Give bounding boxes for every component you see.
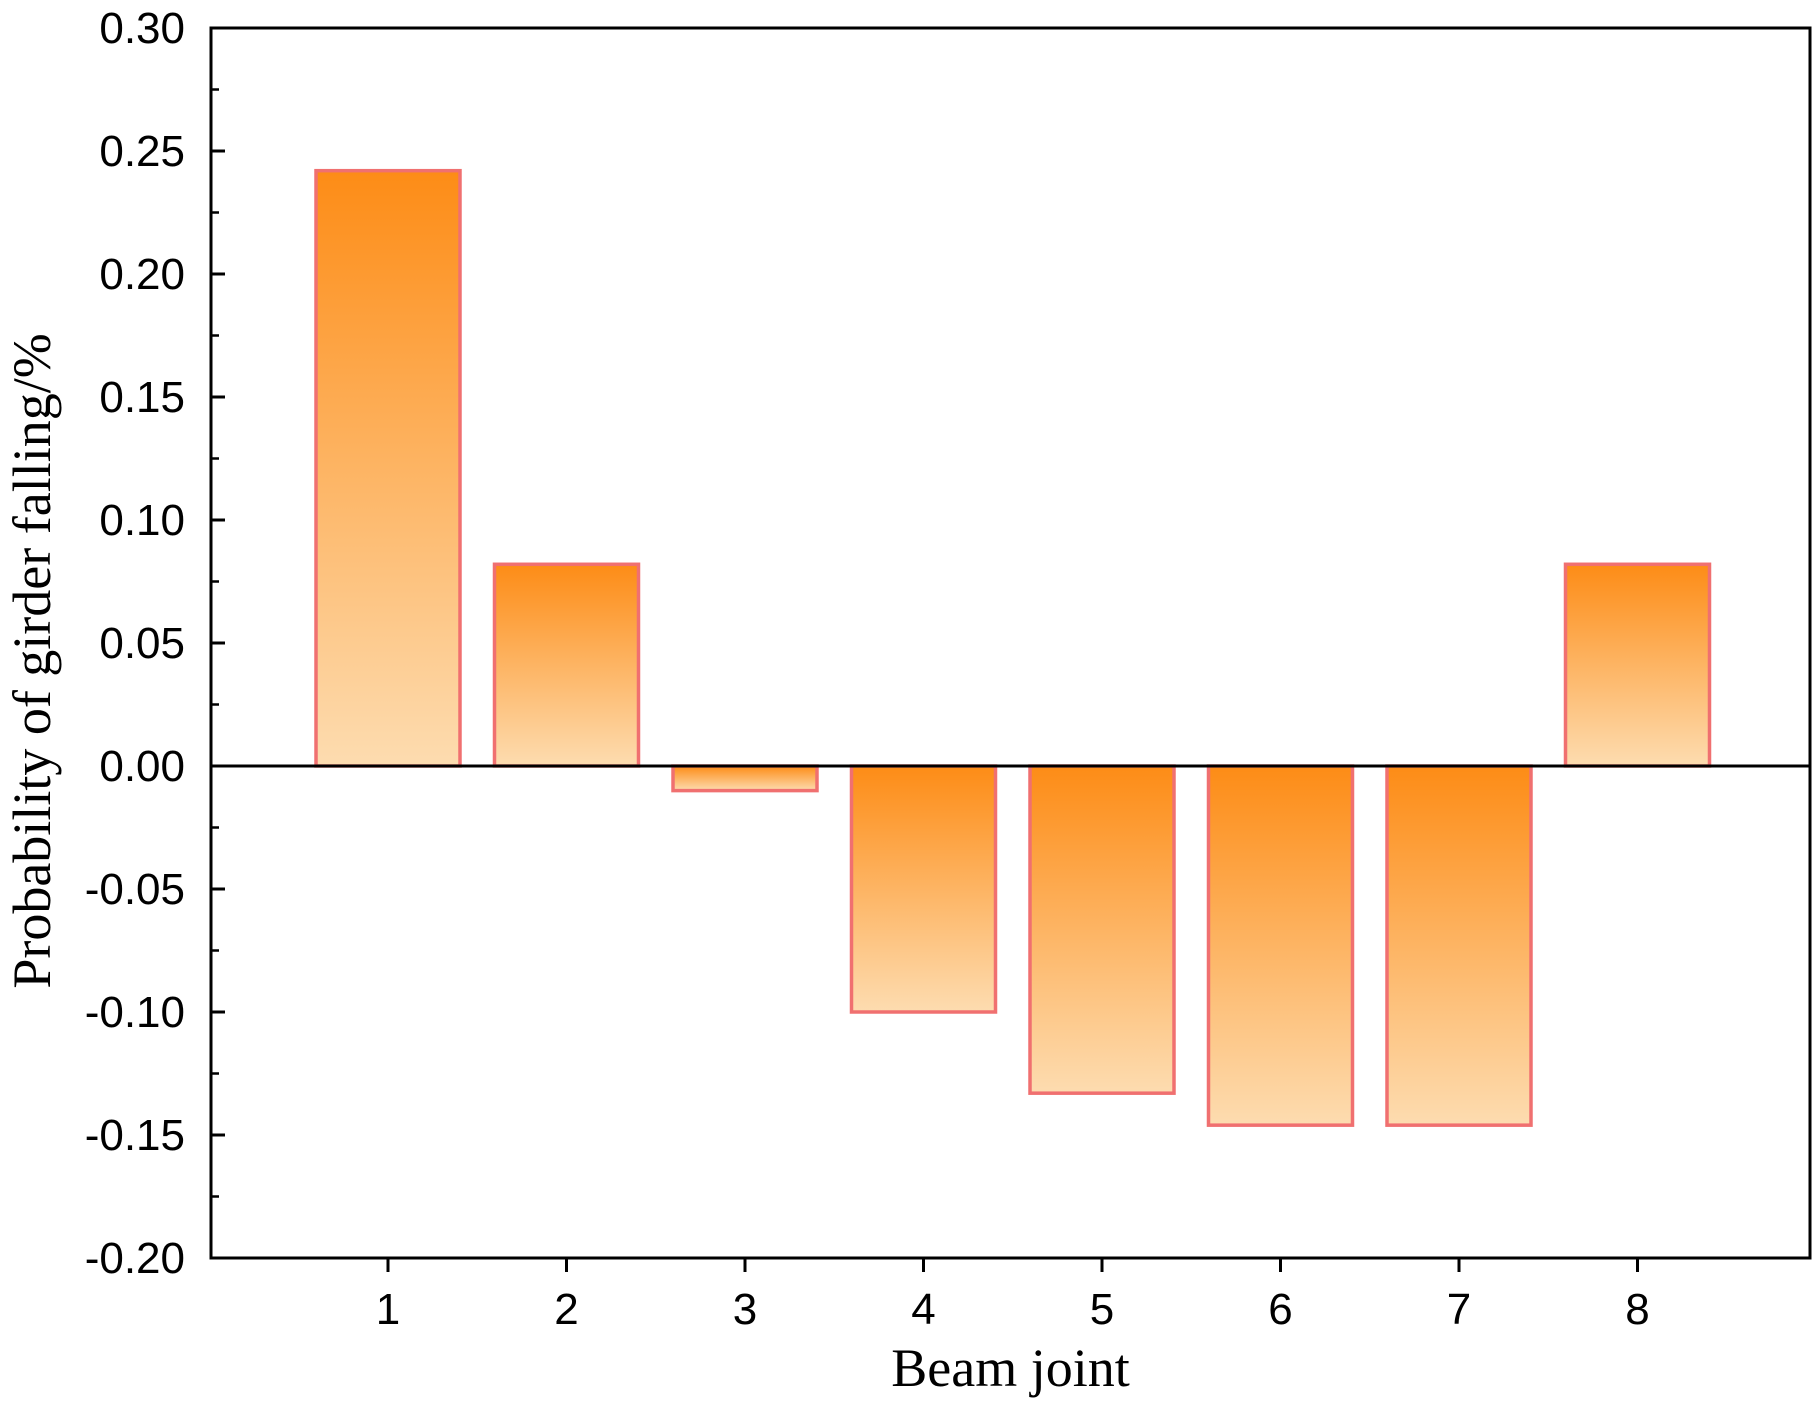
bar-3: [671, 764, 819, 793]
y-tick-label: 0.00: [99, 742, 185, 791]
y-tick-label: 0.25: [99, 127, 185, 176]
y-tick-label: -0.20: [85, 1234, 185, 1283]
y-axis-title: Probability of girder falling/%: [2, 333, 62, 988]
bar-5: [1028, 764, 1176, 1095]
bar-4: [849, 764, 998, 1014]
bars-group: [314, 168, 1712, 1127]
x-tick-label: 2: [554, 1285, 578, 1334]
x-tick-label: 1: [376, 1285, 400, 1334]
bar-2: [492, 562, 641, 768]
bar-7: [1385, 764, 1533, 1127]
x-tick-label: 6: [1268, 1285, 1292, 1334]
y-axis: -0.20 -0.15 -0.10 -0.05 0.00 0.05 0.10 0.15 0.20…: [85, 4, 225, 1283]
x-tick-label: 7: [1447, 1285, 1471, 1334]
bar-6: [1206, 764, 1355, 1127]
y-tick-label: 0.30: [99, 4, 185, 53]
y-tick-label: -0.15: [85, 1111, 185, 1160]
x-tick-label: 5: [1090, 1285, 1114, 1334]
bar-1: [314, 168, 462, 768]
y-tick-label: -0.10: [85, 988, 185, 1037]
y-tick-label: 0.20: [99, 250, 185, 299]
y-tick-label: 0.10: [99, 496, 185, 545]
x-tick-label: 4: [911, 1285, 935, 1334]
y-tick-label: -0.05: [85, 865, 185, 914]
x-axis-title: Beam joint: [891, 1338, 1129, 1398]
bar-8: [1563, 562, 1712, 768]
x-axis: 1 2 3 4 5 6 7 8: [376, 1258, 1650, 1334]
y-tick-label: 0.05: [99, 619, 185, 668]
x-tick-label: 3: [733, 1285, 757, 1334]
x-tick-label: 8: [1625, 1285, 1649, 1334]
y-tick-label: 0.15: [99, 373, 185, 422]
